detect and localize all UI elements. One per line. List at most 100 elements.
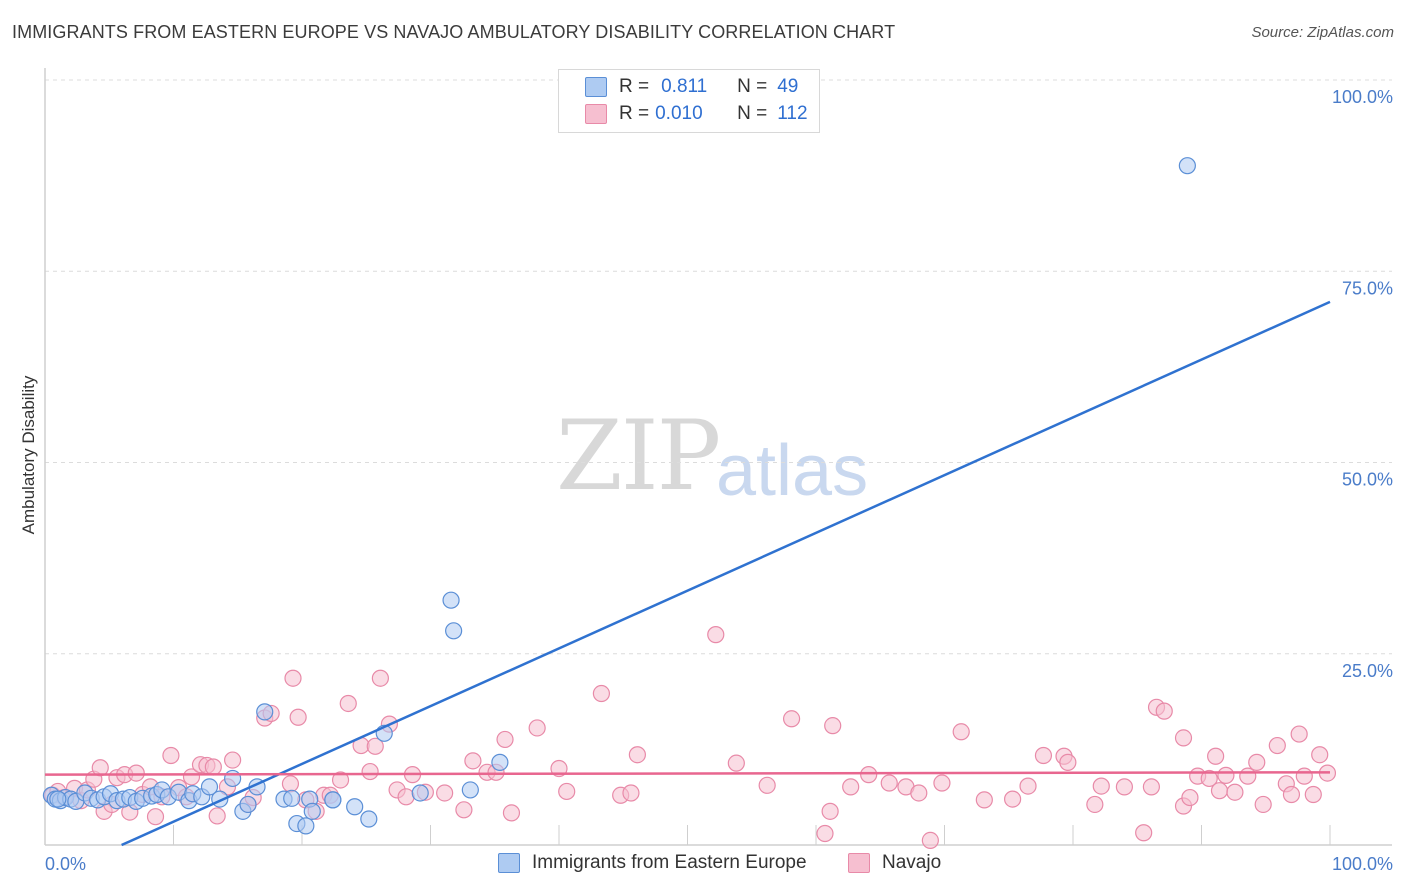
legend-n-label: N = [737,76,768,97]
navajo-point [1254,795,1272,814]
navajo-point [1239,767,1257,785]
navajo-point [1217,766,1235,784]
navajo-point [1135,824,1153,842]
legend-n-value: 49 [777,76,799,97]
trend-lines [44,300,1331,847]
navajo-point [1115,778,1134,796]
navajo-point [707,626,725,644]
eastern-europe-point [200,778,219,796]
navajo-point [1248,753,1266,771]
navajo-point [558,782,576,801]
navajo-point [1181,788,1199,807]
grid-lines [45,79,1392,845]
navajo-trend-line [44,771,1331,776]
eastern-europe-point [445,622,463,640]
legend-label-eastern-europe: Immigrants from Eastern Europe [532,852,807,873]
navajo-point [331,771,350,789]
navajo-point [284,669,302,687]
eastern-europe-point [256,703,274,721]
navajo-point [162,746,180,765]
eastern-europe-point [303,802,321,820]
navajo-point [824,717,842,735]
eastern-europe-point [224,769,242,788]
y-axis-label: Ambulatory Disability [19,375,38,534]
eastern-europe-point [1178,157,1196,175]
navajo-point [339,694,357,713]
navajo-point [1019,777,1037,795]
axes [44,68,1392,846]
navajo-point [127,764,145,782]
navajo-point [224,751,242,769]
navajo-point [1268,736,1286,755]
eastern-europe-point [360,810,378,828]
navajo-point [816,824,834,843]
navajo-point [1282,785,1301,804]
eastern-europe-trend-line [121,300,1331,847]
navajo-point [371,669,389,687]
navajo-point [281,775,300,793]
navajo-point [208,807,226,825]
legend-r-value: 0.010 [655,103,703,124]
navajo-point [622,784,640,802]
legend-label-navajo: Navajo [882,852,942,873]
navajo-point [146,808,165,826]
chart-title: IMMIGRANTS FROM EASTERN EUROPE VS NAVAJO… [12,22,896,42]
navajo-point [436,784,454,802]
navajo-point [366,737,384,755]
navajo-point [455,801,473,819]
navajo-point [782,710,801,728]
navajo-point [1092,777,1110,795]
navajo-point [1174,729,1193,747]
navajo-point [1311,746,1329,764]
navajo-point [1226,783,1244,801]
navajo-point [528,719,546,737]
legend-item-eastern-europe: Immigrants from Eastern Europe [498,852,807,874]
x-tick-label: 100.0% [1332,854,1393,874]
navajo-point [758,776,776,794]
tick-labels: 25.0% 50.0% 75.0% 100.0% 0.0% 100.0% [45,87,1393,874]
navajo-point [592,684,611,703]
legend-swatch-blue [585,77,607,97]
navajo-point [502,804,521,822]
navajo-point [289,708,307,726]
series-legend: Immigrants from Eastern Europe Navajo [0,852,1406,878]
legend-row-eastern-europe: R = 0.811 N = 49 [559,74,798,100]
eastern-europe-points [42,157,1196,835]
legend-item-navajo: Navajo [848,852,941,874]
navajo-point [1142,778,1160,796]
navajo-point [880,774,898,792]
watermark-atlas: atlas [716,431,869,511]
navajo-point [952,723,970,741]
navajo-point [1295,767,1313,785]
navajo-point [727,754,745,772]
eastern-europe-point [239,795,257,814]
y-tick-label: 25.0% [1342,661,1393,681]
legend-r-label: R = [619,103,650,124]
navajo-point [204,758,222,776]
navajo-point [821,802,839,820]
x-tick-label: 0.0% [45,854,86,874]
y-tick-label: 50.0% [1342,470,1393,490]
navajo-point [1004,790,1022,808]
navajo-point [860,766,878,784]
watermark-zip: ZIP [556,400,721,512]
navajo-point [975,791,993,809]
eastern-europe-point [411,784,429,802]
navajo-point [921,831,939,850]
eastern-europe-point [442,591,460,609]
legend-swatch-pink [585,104,607,124]
navajo-point [1086,795,1104,814]
navajo-point [910,784,928,802]
navajo-point [1304,785,1322,804]
navajo-point [1290,725,1308,743]
eastern-europe-point [491,753,509,771]
legend-r-value: 0.811 [661,76,708,97]
source-label: Source: ZipAtlas.com [1251,24,1394,41]
navajo-point [842,778,860,796]
eastern-europe-point [49,790,67,808]
eastern-europe-point [283,789,301,807]
legend-n-value: 112 [777,103,808,124]
navajo-point [1200,769,1218,788]
eastern-europe-point [346,798,364,816]
legend-r-label: R = [619,76,650,97]
